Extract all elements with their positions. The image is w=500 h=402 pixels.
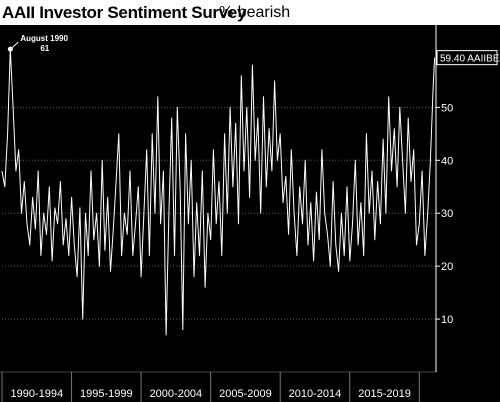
chart-header: AAII Investor Sentiment Survey % bearish bbox=[0, 0, 500, 25]
last-value-label: 59.40 AAIIBEAR bbox=[440, 54, 500, 65]
y-tick-label: 40 bbox=[441, 155, 453, 167]
x-tick-label: 1990-1994 bbox=[10, 388, 63, 400]
chart-title: AAII Investor Sentiment Survey bbox=[2, 3, 247, 22]
annotation-label-value: 61 bbox=[40, 44, 49, 53]
y-tick-label: 20 bbox=[441, 261, 453, 273]
x-tick-label: 2015-2019 bbox=[358, 388, 411, 400]
x-tick-label: 2000-2004 bbox=[150, 388, 203, 400]
x-axis-labels: 1990-1994 1995-1999 2000-2004 2005-2009 2010… bbox=[10, 388, 410, 400]
chart-subtitle: % bearish bbox=[219, 4, 291, 21]
x-tick-label: 2005-2009 bbox=[219, 388, 272, 400]
y-axis: 10 20 30 40 50 bbox=[435, 20, 453, 372]
series-line-aaiibear bbox=[1, 48, 436, 336]
annotation-leader bbox=[10, 41, 19, 50]
x-axis-separators bbox=[0, 371, 436, 402]
y-tick-label: 30 bbox=[441, 208, 453, 220]
y-tick-label: 10 bbox=[441, 314, 453, 326]
x-tick-label: 1995-1999 bbox=[80, 388, 133, 400]
y-tick-label: 50 bbox=[441, 102, 453, 114]
gridlines bbox=[2, 106, 436, 320]
last-value-box bbox=[436, 50, 498, 66]
x-tick-label: 2010-2014 bbox=[289, 388, 342, 400]
annotation-label-date: August 1990 bbox=[20, 34, 68, 43]
series-line bbox=[1, 48, 436, 336]
